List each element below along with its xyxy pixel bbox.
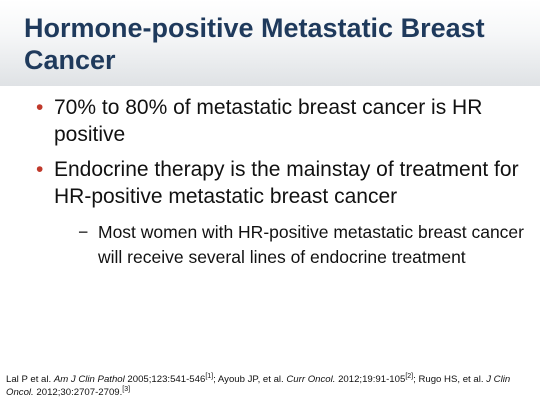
title-bar: Hormone-positive Metastatic Breast Cance…	[0, 0, 540, 86]
reference-citation: 2012;19:91-105	[335, 374, 406, 385]
reference-separator: ;	[213, 374, 218, 385]
references: Lal P et al. Am J Clin Pathol 2005;123:5…	[6, 373, 536, 399]
sub-bullet-list: − Most women with HR-positive metastatic…	[54, 220, 526, 270]
bullet-icon: •	[36, 96, 44, 119]
reference-authors: Ayoub JP, et al.	[217, 374, 287, 385]
reference-mark: [2]	[405, 373, 414, 380]
reference-mark: [3]	[122, 386, 131, 393]
bullet-item: • Endocrine therapy is the mainstay of t…	[36, 156, 526, 270]
bullet-text: Endocrine therapy is the mainstay of tre…	[54, 158, 519, 208]
reference-mark: [1]	[205, 373, 214, 380]
reference-authors: Rugo HS, et al.	[418, 374, 487, 385]
bullet-text: 70% to 80% of metastatic breast cancer i…	[54, 96, 483, 146]
reference-separator: ;	[413, 374, 419, 385]
reference-citation: 2005;123:541-546	[124, 374, 206, 385]
reference-citation: 2012;30:2707-2709.	[33, 387, 123, 398]
bullet-list: • 70% to 80% of metastatic breast cancer…	[36, 94, 526, 278]
slide-title: Hormone-positive Metastatic Breast Cance…	[24, 13, 485, 75]
bullet-icon: •	[36, 158, 44, 181]
reference-journal: J Clin Oncol.	[6, 374, 511, 398]
reference-journal: Am J Clin Pathol	[53, 374, 125, 385]
dash-icon: −	[78, 222, 89, 242]
sub-bullet-item: − Most women with HR-positive metastatic…	[78, 220, 526, 270]
bullet-item: • 70% to 80% of metastatic breast cancer…	[36, 94, 526, 148]
sub-bullet-text: Most women with HR-positive metastatic b…	[98, 222, 524, 267]
reference-journal: Curr Oncol.	[286, 374, 336, 385]
reference-authors: Lal P et al.	[6, 374, 54, 385]
